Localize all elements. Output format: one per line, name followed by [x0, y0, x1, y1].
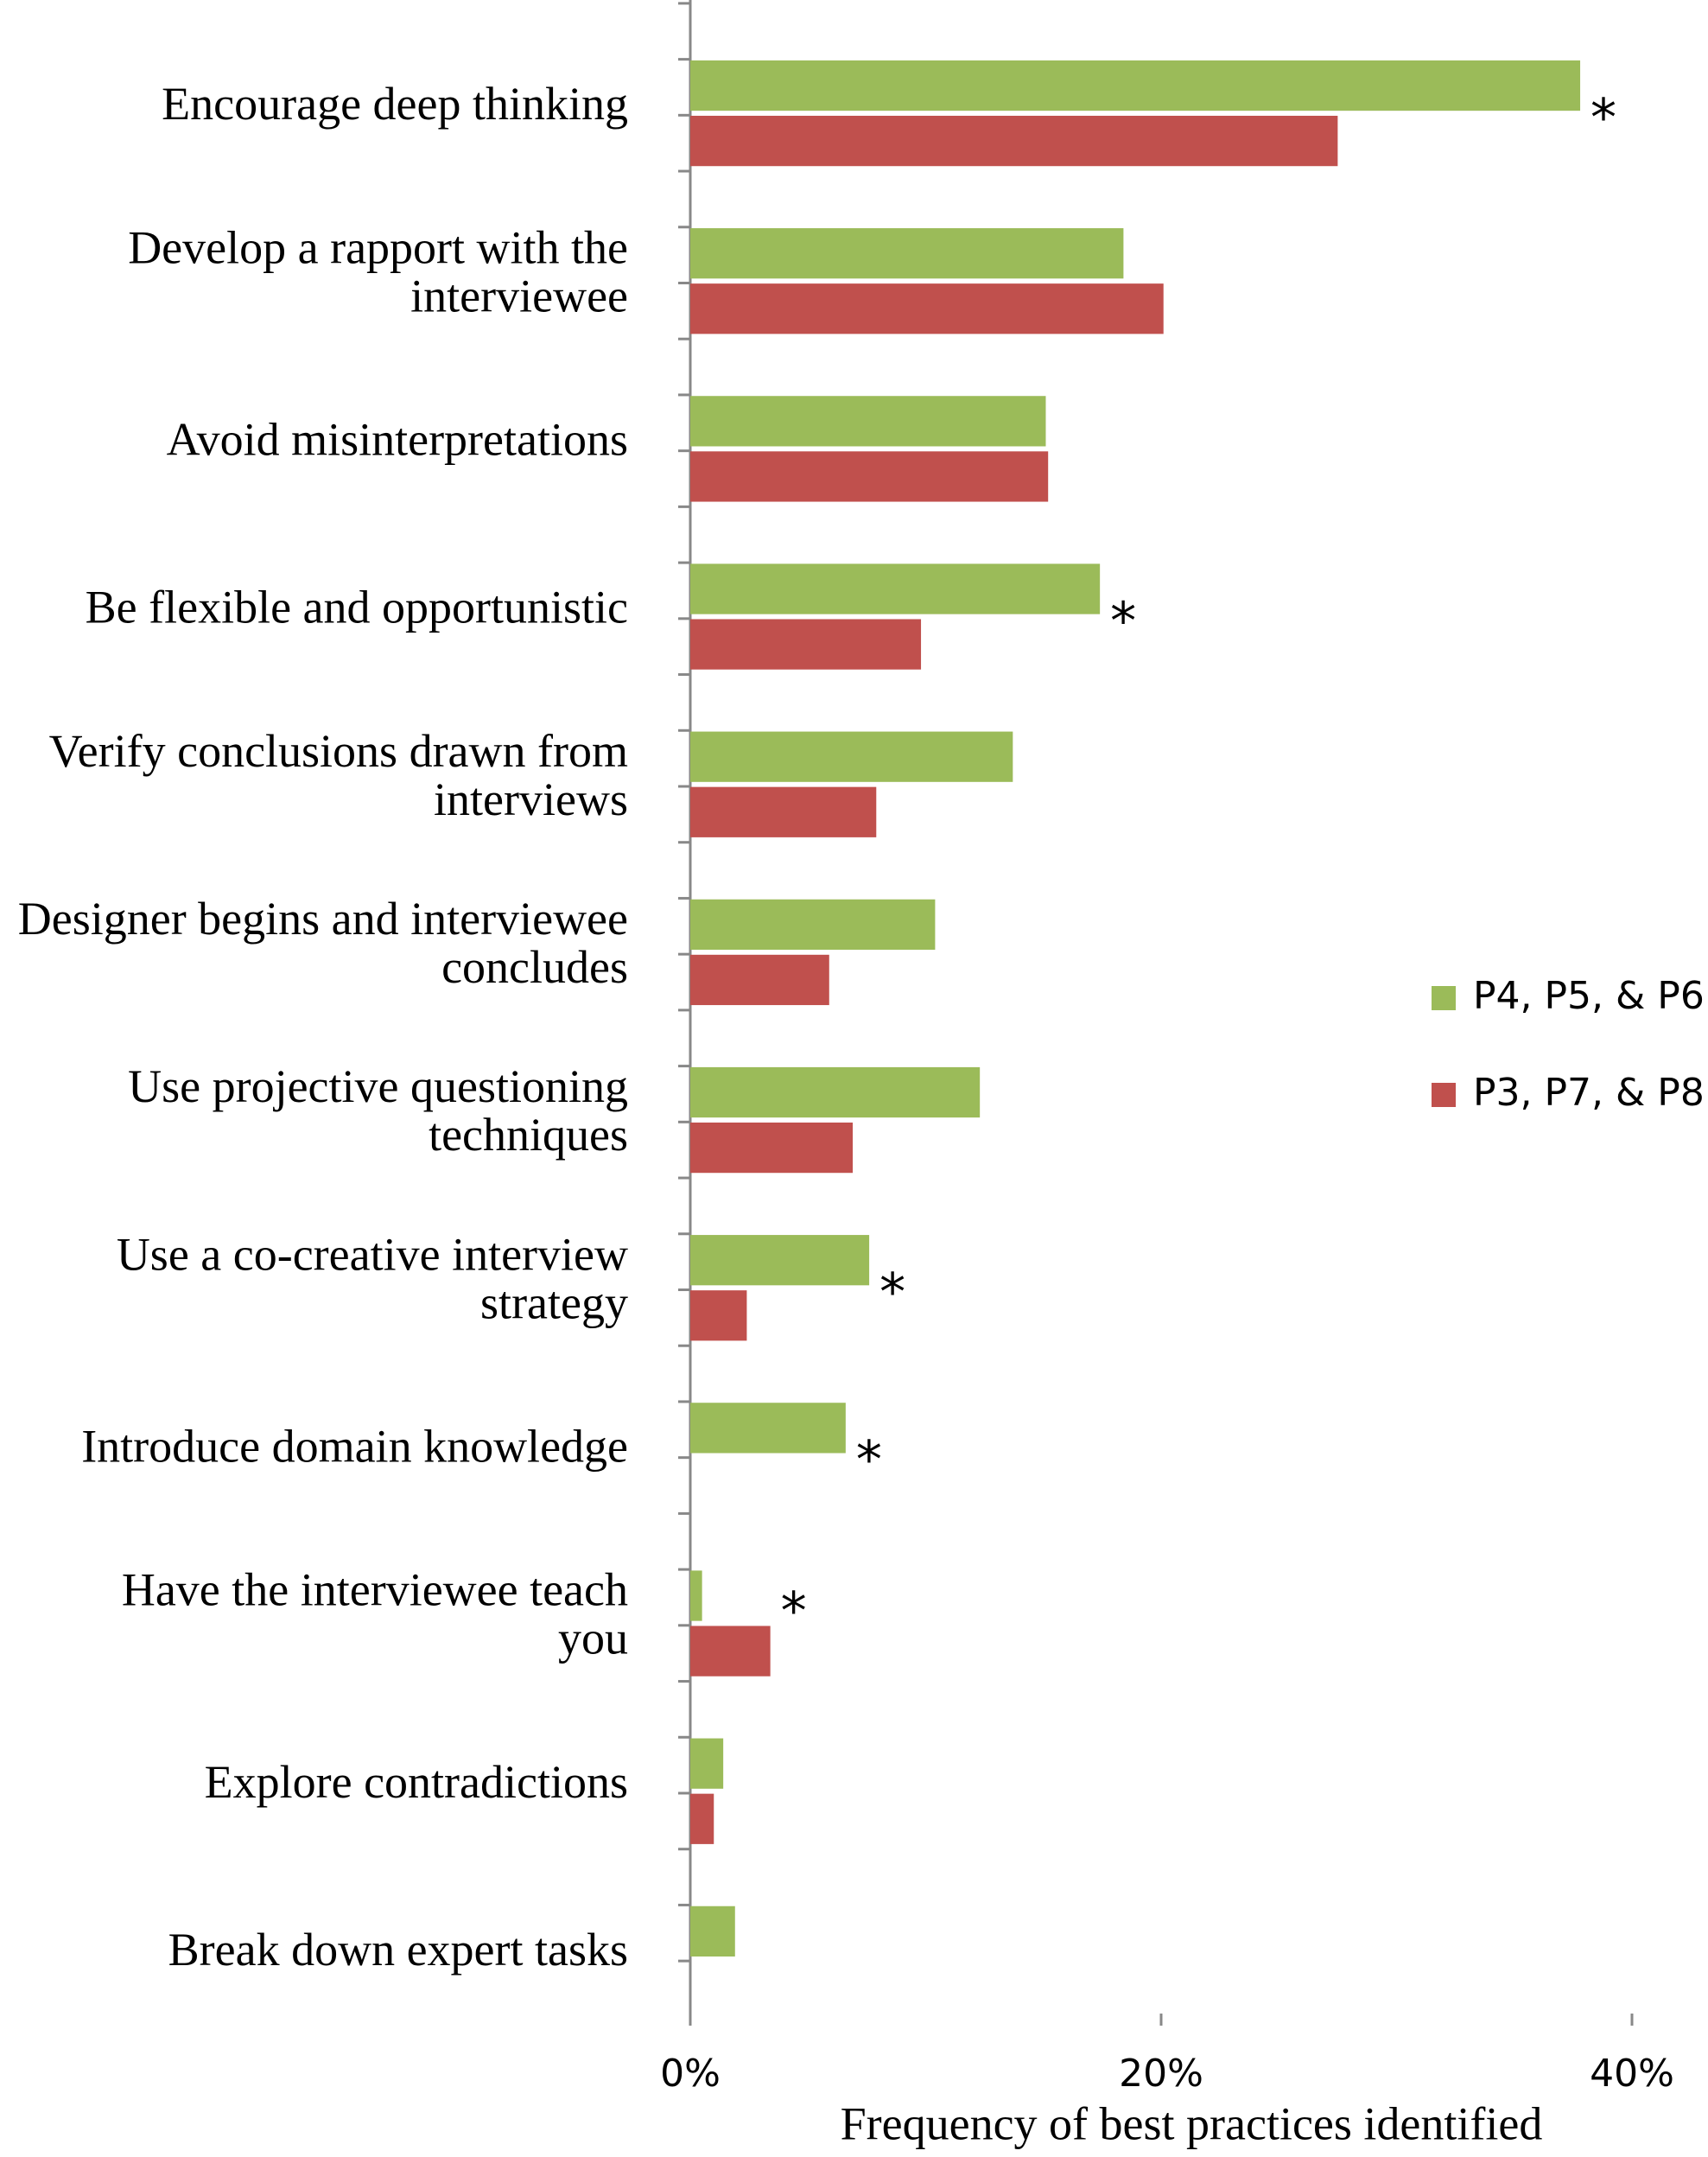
y-tick-label-line: you	[558, 1613, 628, 1664]
y-tick-label-line: interviews	[434, 773, 628, 825]
significance-marker: *	[781, 1581, 807, 1641]
bar	[690, 563, 1101, 614]
y-tick-label: Explore contradictions	[205, 1756, 628, 1808]
y-tick-label: Encourage deep thinking	[162, 79, 628, 130]
y-tick-label-line: techniques	[429, 1110, 628, 1161]
significance-marker: *	[879, 1263, 905, 1323]
bar	[690, 731, 1013, 782]
x-axis-title: Frequency of best practices identified	[841, 2097, 1543, 2149]
y-tick-label-line: Verify conclusions drawn from	[49, 725, 628, 777]
y-tick-label-line: Explore contradictions	[205, 1756, 628, 1808]
bar	[690, 1235, 870, 1286]
y-tick-label: Have the interviewee teach you	[122, 1564, 628, 1664]
y-tick-label: Develop a rapport with the interviewee	[128, 222, 628, 322]
x-tick-label: 20%	[1119, 2052, 1203, 2096]
y-tick-label: Break down expert tasks	[168, 1924, 628, 1976]
bar	[690, 1906, 735, 1957]
bar	[690, 619, 922, 670]
bar	[690, 899, 936, 950]
y-tick-label: Verify conclusions drawn from interviews	[49, 725, 628, 825]
y-tick-label-line: Use a co-creative interview	[117, 1229, 628, 1281]
y-tick-label: Introduce domain knowledge	[81, 1421, 628, 1473]
y-tick-label-line: Introduce domain knowledge	[81, 1421, 628, 1473]
y-tick-label-line: Encourage deep thinking	[162, 79, 628, 130]
significance-marker: *	[1110, 591, 1136, 652]
bar	[690, 1066, 981, 1118]
bar	[690, 1403, 846, 1454]
bar	[690, 1122, 854, 1174]
legend-label: P3, P7, & P8	[1473, 1071, 1705, 1115]
y-tick-label-line: Designer begins and interviewee	[18, 893, 628, 945]
legend-swatch	[1432, 986, 1456, 1010]
y-tick-label-line: Be flexible and opportunistic	[86, 582, 628, 633]
y-tick-label: Be flexible and opportunistic	[86, 582, 628, 633]
significance-marker: *	[1591, 87, 1616, 148]
y-tick-label: Avoid misinterpretations	[167, 414, 628, 466]
y-tick-label-line: Have the interviewee teach	[122, 1564, 628, 1616]
bar	[690, 1570, 702, 1621]
y-tick-label-line: strategy	[480, 1277, 628, 1329]
y-tick-label: Use projective questioning techniques	[128, 1061, 628, 1161]
bar	[690, 954, 829, 1006]
bar	[690, 451, 1049, 502]
bar	[690, 1626, 771, 1677]
y-tick-label-line: Avoid misinterpretations	[167, 414, 628, 466]
bar	[690, 228, 1124, 279]
bar	[690, 60, 1581, 111]
y-tick-label-line: interviewee	[410, 270, 628, 322]
bar	[690, 115, 1338, 167]
bar	[690, 283, 1164, 334]
y-tick-label-line: Use projective questioning	[128, 1061, 628, 1113]
significance-marker: *	[856, 1430, 882, 1491]
y-tick-label: Designer begins and interviewee concludes	[18, 893, 628, 993]
bar	[690, 786, 877, 837]
y-tick-label: Use a co-creative interview strategy	[117, 1229, 628, 1329]
legend-label: P4, P5, & P6	[1473, 974, 1705, 1018]
x-tick-label: 40%	[1590, 2052, 1674, 2096]
bar	[690, 1290, 747, 1341]
x-tick-label: 0%	[660, 2052, 721, 2096]
y-tick-label-line: concludes	[441, 941, 628, 993]
bar	[690, 1738, 724, 1789]
y-tick-label-line: Develop a rapport with the	[128, 222, 628, 274]
bar	[690, 396, 1046, 447]
bar	[690, 1793, 714, 1844]
y-tick-label-line: Break down expert tasks	[168, 1924, 628, 1976]
legend-swatch	[1432, 1083, 1456, 1107]
